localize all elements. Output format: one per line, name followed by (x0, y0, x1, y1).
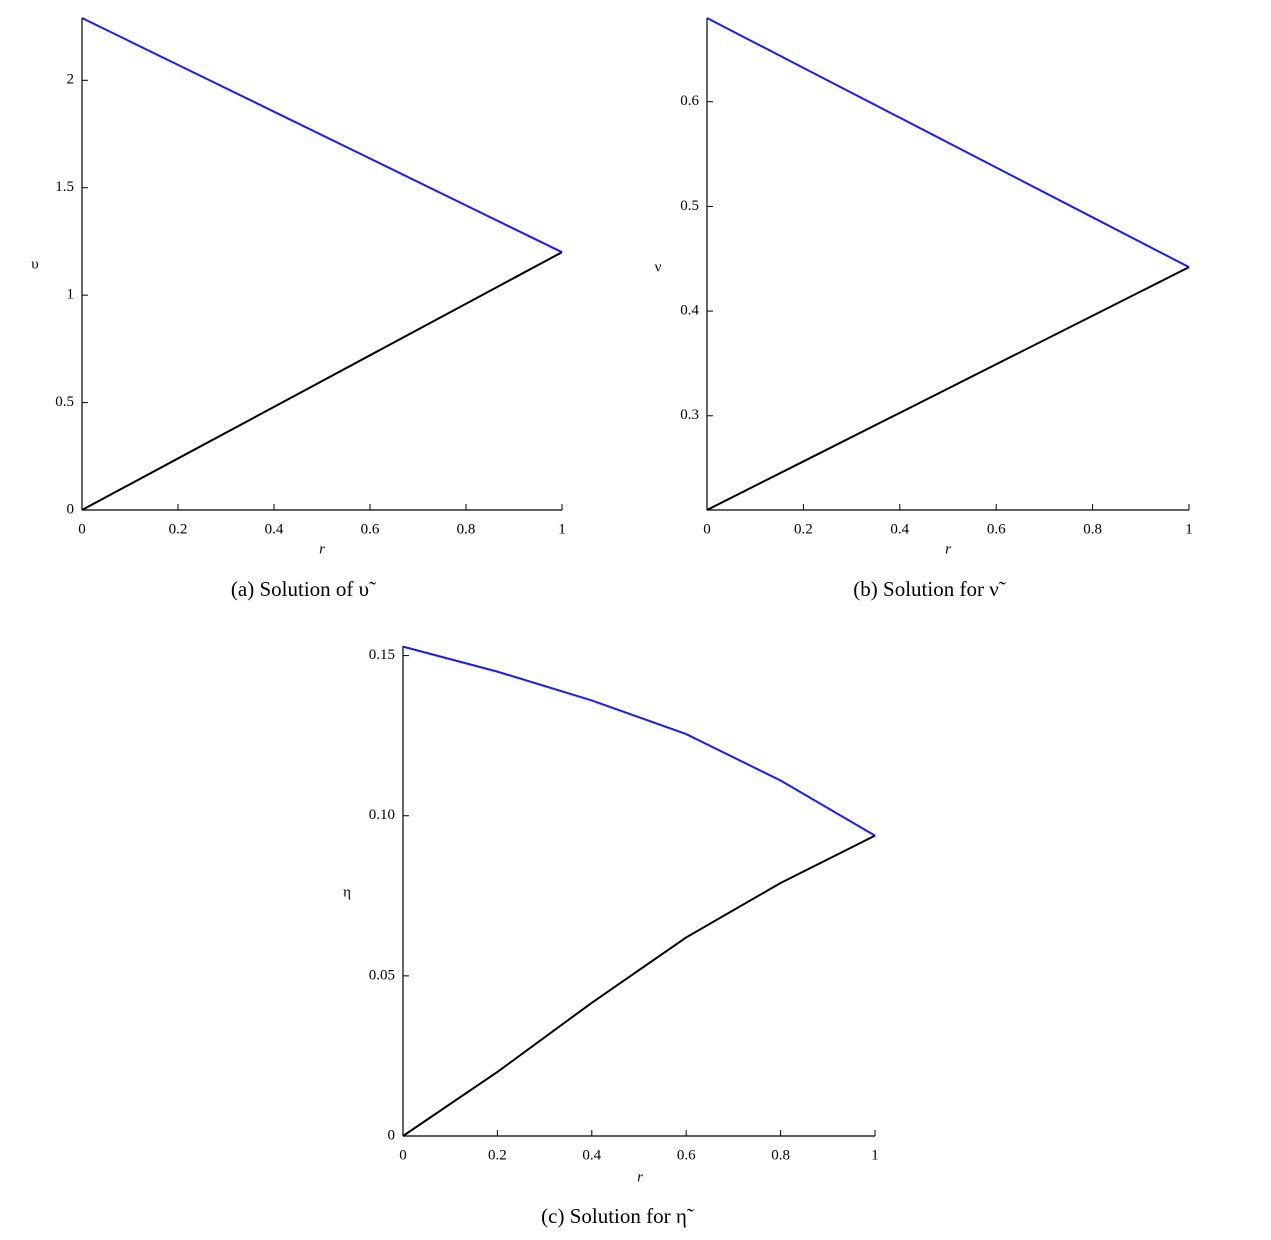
line-series (402, 834, 876, 1137)
x-tick-label: 0.8 (771, 1147, 790, 1163)
x-tick-label: 0 (399, 1147, 407, 1163)
x-tick-label: 0.2 (169, 521, 188, 537)
x-axis-label: r (319, 541, 325, 557)
line-series (81, 17, 563, 254)
x-tick-label: 0 (78, 521, 86, 537)
y-tick-label: 0.6 (680, 93, 699, 109)
caption: (c) Solution for η̃ (541, 1204, 694, 1228)
x-tick-label: 0.2 (794, 521, 813, 537)
caption: (a) Solution of υ̃ (231, 577, 376, 601)
line-series (706, 17, 1190, 269)
x-tick-label: 0.8 (457, 521, 476, 537)
x-tick-label: 0.8 (1083, 521, 1102, 537)
x-tick-label: 0.6 (987, 521, 1006, 537)
line-series (402, 645, 876, 837)
x-tick-label: 0.4 (890, 521, 909, 537)
x-tick-label: 0.4 (582, 1147, 601, 1163)
x-tick-label: 1 (1185, 521, 1193, 537)
x-axis-label: r (637, 1169, 643, 1185)
y-tick-label: 0 (388, 1127, 396, 1143)
x-tick-label: 0.2 (488, 1147, 507, 1163)
x-axis-label: r (945, 541, 951, 557)
line-series (706, 266, 1190, 511)
y-tick-label: 0.05 (369, 967, 395, 983)
y-tick-label: 0.5 (680, 198, 699, 214)
x-tick-label: 0.6 (677, 1147, 696, 1163)
y-tick-label: 0.10 (369, 807, 395, 823)
x-tick-label: 0.4 (265, 521, 284, 537)
line-series (81, 251, 563, 511)
x-tick-label: 1 (558, 521, 566, 537)
y-axis-label: υ (31, 256, 38, 272)
caption: (b) Solution for ν̃ (853, 577, 1005, 601)
x-tick-label: 1 (871, 1147, 879, 1163)
y-axis-label: η (343, 884, 351, 900)
x-tick-label: 0.6 (361, 521, 380, 537)
y-tick-label: 0.5 (55, 394, 74, 410)
y-tick-label: 1 (67, 287, 75, 303)
y-tick-label: 1.5 (55, 179, 74, 195)
y-axis-label: ν (655, 259, 662, 275)
y-tick-label: 0.15 (369, 647, 395, 663)
y-tick-label: 0.3 (680, 407, 699, 423)
y-tick-label: 2 (67, 72, 75, 88)
x-tick-label: 0 (703, 521, 711, 537)
y-tick-label: 0 (67, 501, 75, 517)
y-tick-label: 0.4 (680, 303, 699, 319)
